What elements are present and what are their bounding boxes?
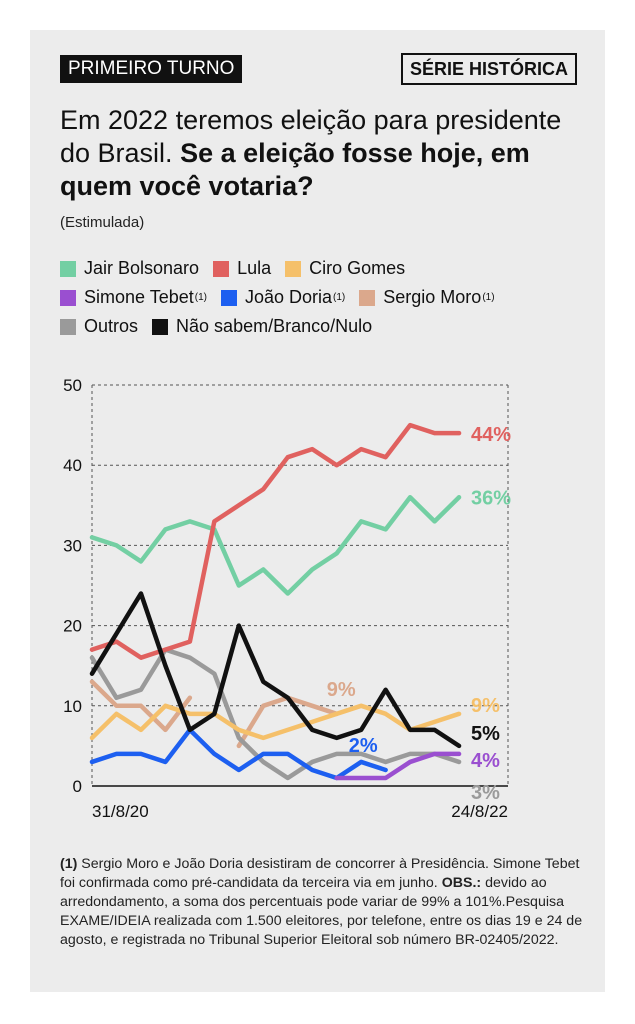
series-end-label: 3% bbox=[471, 782, 500, 804]
legend-swatch bbox=[60, 318, 76, 335]
footnote: (1) Sergio Moro e João Doria desistiram … bbox=[60, 855, 585, 950]
x-tick-label: 31/8/20 bbox=[92, 802, 149, 821]
series-line bbox=[89, 679, 193, 733]
legend-label: Não sabem/Branco/Nulo bbox=[176, 316, 373, 336]
legend-swatch bbox=[60, 260, 76, 277]
series-end-label: 2% bbox=[349, 735, 378, 757]
legend-note: (1) bbox=[194, 292, 207, 303]
legend-item-moro: Sergio Moro (1) bbox=[359, 287, 495, 308]
legend-swatch bbox=[220, 289, 237, 306]
line-chart: 0 10 20 30 40 50 31/8/20 24/8/22 9% 3% 2% 9% 4% 36% 44… bbox=[63, 376, 511, 821]
footnote-marker: (1) bbox=[60, 856, 78, 872]
series-end-label: 9% bbox=[471, 695, 500, 717]
legend-note: (1) bbox=[333, 292, 346, 303]
chart-subtitle: (Estimulada) bbox=[60, 214, 145, 231]
legend-label: Lula bbox=[237, 258, 272, 278]
legend-swatch bbox=[60, 289, 76, 306]
legend-row: Outros Não sabem/Branco/Nulo bbox=[60, 312, 590, 341]
y-tick-label: 50 bbox=[63, 376, 82, 395]
legend-swatch bbox=[359, 289, 376, 306]
legend-item-nao-sabem: Não sabem/Branco/Nulo bbox=[152, 316, 372, 337]
series-end-label: 9% bbox=[327, 679, 356, 701]
chart-title: Em 2022 teremos eleição para presidente … bbox=[60, 104, 580, 203]
legend-swatch bbox=[152, 318, 169, 335]
tag-primeiro-turno: PRIMEIRO TURNO bbox=[60, 55, 243, 83]
legend-item-ciro: Ciro Gomes bbox=[285, 258, 405, 279]
series-line bbox=[89, 422, 462, 660]
title-bold: Se a eleição fosse hoje, em quem você vo… bbox=[60, 138, 530, 201]
legend-swatch bbox=[285, 260, 302, 277]
obs-text: devido ao arredondamento, a soma dos per… bbox=[60, 875, 583, 948]
legend-label: Ciro Gomes bbox=[309, 258, 406, 278]
series-line bbox=[89, 591, 462, 749]
y-tick-label: 0 bbox=[73, 777, 82, 796]
series-line bbox=[334, 751, 462, 781]
series-line bbox=[89, 703, 462, 741]
card-background bbox=[30, 30, 605, 992]
title-normal: Em 2022 teremos eleição para presidente … bbox=[60, 105, 562, 168]
legend-row: Jair Bolsonaro Lula Ciro Gomes bbox=[60, 254, 590, 283]
series-line bbox=[89, 647, 462, 781]
legend-note: (1) bbox=[482, 292, 495, 303]
y-tick-label: 10 bbox=[63, 697, 82, 716]
legend-item-tebet: Simone Tebet (1) bbox=[60, 287, 207, 308]
legend-label: Jair Bolsonaro bbox=[84, 258, 200, 278]
footnote-text: Sergio Moro e João Doria desistiram de c… bbox=[60, 856, 580, 891]
y-tick-label: 40 bbox=[63, 456, 82, 475]
legend-row: Simone Tebet (1) João Doria (1) Sergio Mor… bbox=[60, 283, 590, 312]
y-tick-label: 30 bbox=[63, 536, 82, 555]
legend-swatch bbox=[213, 260, 230, 277]
legend-item-doria: João Doria (1) bbox=[220, 287, 346, 308]
series-end-label: 44% bbox=[471, 424, 511, 446]
legend-item-outros: Outros bbox=[60, 316, 138, 337]
series-line bbox=[236, 695, 339, 749]
legend-item-bolsonaro: Jair Bolsonaro bbox=[60, 258, 199, 279]
x-tick-label: 24/8/22 bbox=[451, 802, 508, 821]
obs-marker: OBS.: bbox=[441, 875, 482, 891]
tag-serie-historica: SÉRIE HISTÓRICA bbox=[400, 53, 577, 85]
legend-item-lula: Lula bbox=[213, 258, 271, 279]
series-line bbox=[89, 495, 462, 596]
series-end-label: 4% bbox=[471, 750, 500, 772]
legend-label: Sergio Moro bbox=[383, 287, 482, 307]
legend-label: João Doria bbox=[244, 287, 333, 307]
legend: Jair Bolsonaro Lula Ciro Gomes Simone Te… bbox=[60, 254, 590, 341]
series-end-label: 5% bbox=[471, 723, 500, 745]
legend-label: Simone Tebet bbox=[84, 287, 194, 307]
series-end-label: 36% bbox=[471, 487, 511, 509]
legend-label: Outros bbox=[84, 316, 139, 336]
y-tick-label: 20 bbox=[63, 617, 82, 636]
